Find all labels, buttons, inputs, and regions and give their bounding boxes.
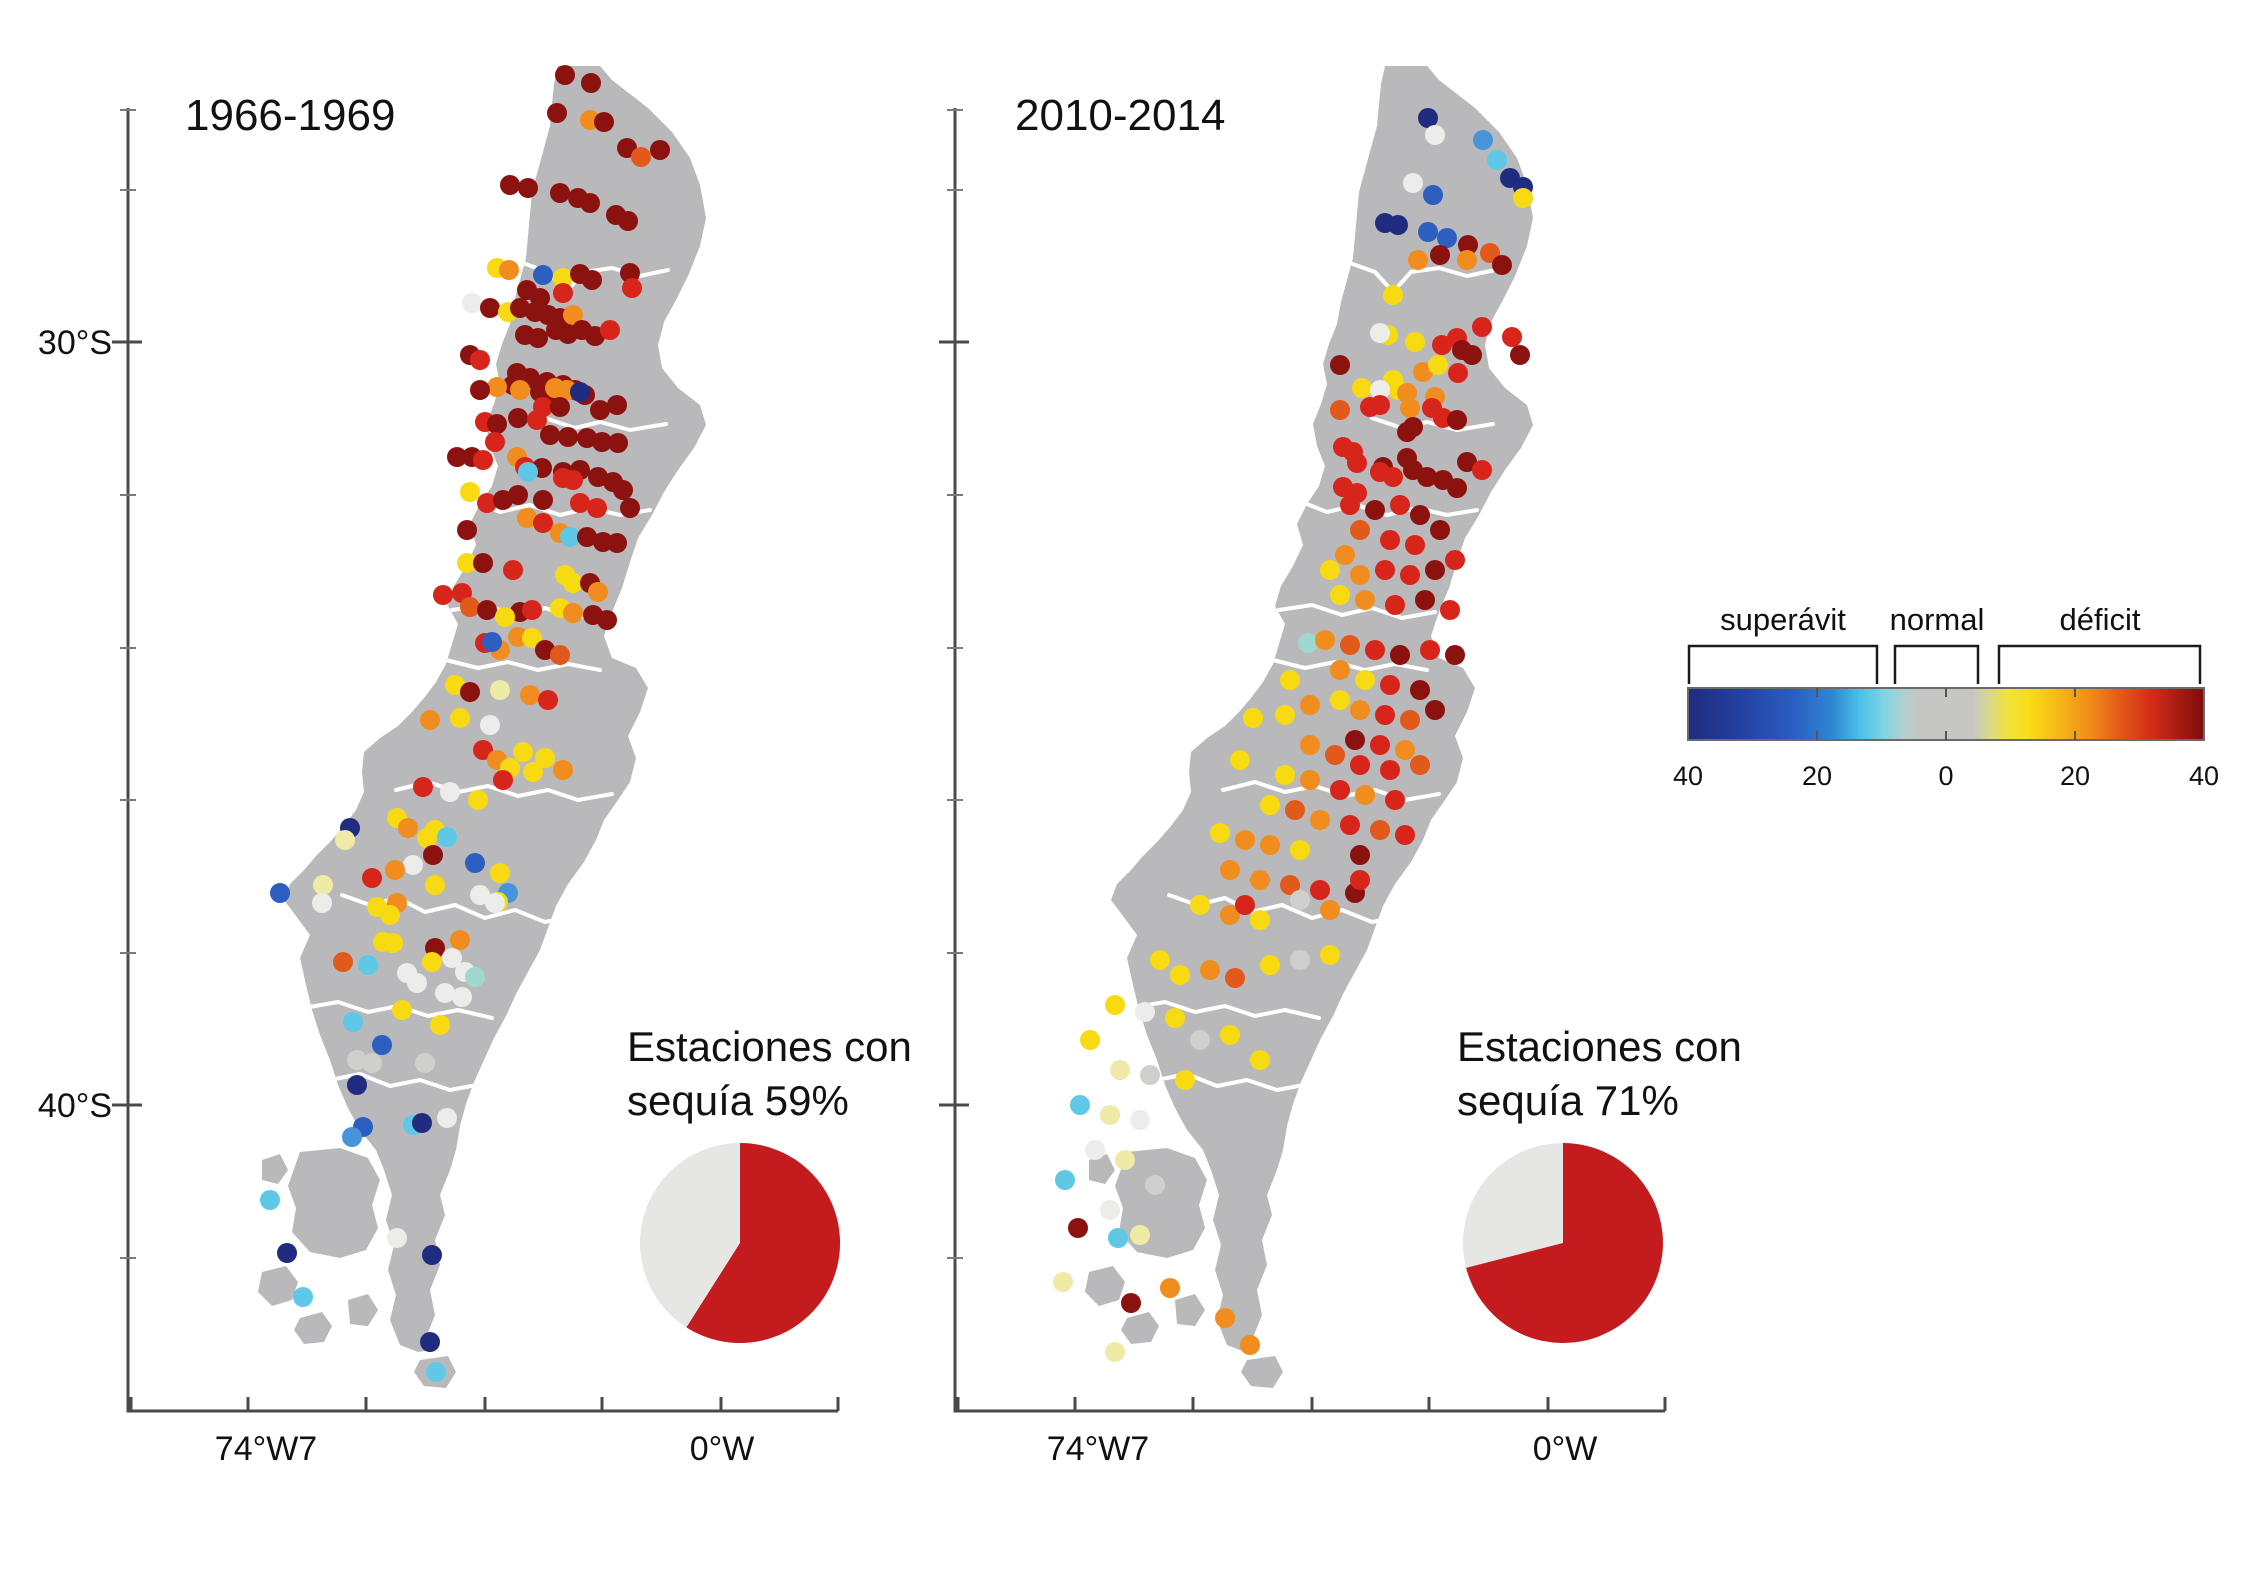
bracket-normal: [1893, 644, 1980, 684]
panel-title-2010: 2010-2014: [1015, 91, 1225, 140]
legend-tick-n40: 40: [1673, 761, 1703, 791]
legend-colorbar: superávit normal déficit 40 20 0 20 40: [1673, 602, 2219, 791]
xlabel-74W-2010: 74°W7: [1047, 1430, 1149, 1468]
stats-line1-2010: Estaciones con: [1457, 1023, 1742, 1070]
xlabel-0W-2010: 0°W: [1533, 1430, 1598, 1468]
station-dots-2010: [1053, 108, 1533, 1362]
stats-line2-1966: sequía 59%: [627, 1077, 849, 1124]
legend-label-normal: normal: [1890, 602, 1985, 637]
ylabel-30S: 30°S: [38, 324, 112, 362]
pie-slice-drought-2010: [1466, 1143, 1663, 1343]
station-dots-1966: [260, 65, 670, 1382]
xlabel-0W-1966: 0°W: [690, 1430, 755, 1468]
stats-line2-2010: sequía 71%: [1457, 1077, 1679, 1124]
bracket-superavit: [1687, 644, 1879, 684]
axes-1966: 30°S 40°S 74°W7 0°W: [38, 108, 840, 1468]
axes-2010: 74°W7 0°W: [939, 108, 1667, 1468]
legend-tick-p20: 20: [2060, 761, 2090, 791]
legend-tick-n20: 20: [1802, 761, 1832, 791]
panel-title-1966: 1966-1969: [185, 91, 395, 140]
pie-chart-1966: [640, 1143, 841, 1343]
legend-tick-p40: 40: [2189, 761, 2219, 791]
panel-1966: 1966-1969 30°S 40°S 74°W7 0°W Estaciones…: [38, 65, 912, 1468]
xlabel-74W-1966: 74°W7: [215, 1430, 317, 1468]
pie-chart-2010: [1463, 1143, 1663, 1343]
legend-tick-0: 0: [1938, 761, 1953, 791]
pie-slice-drought-1966: [686, 1143, 841, 1343]
stats-line1-1966: Estaciones con: [627, 1023, 912, 1070]
legend-label-deficit: déficit: [2060, 602, 2141, 637]
panel-2010: 2010-2014 74°W7 0°W Estaciones con sequí…: [939, 66, 1742, 1468]
legend-label-superavit: superávit: [1720, 602, 1846, 637]
ylabel-40S: 40°S: [38, 1087, 112, 1125]
bracket-deficit: [1997, 644, 2202, 684]
